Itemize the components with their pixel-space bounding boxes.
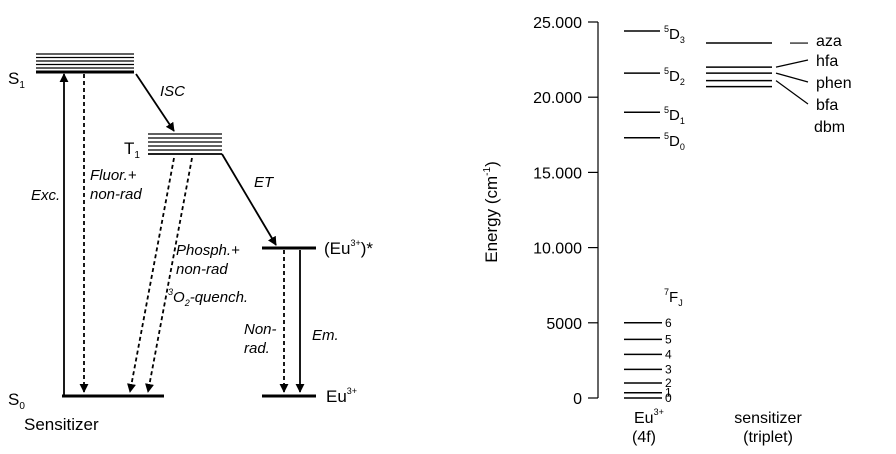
- eu-f-level-label: 0: [665, 391, 672, 405]
- t1-level-lines: [148, 134, 222, 154]
- em-label: Em.: [312, 327, 339, 344]
- sensitizer-caption: Sensitizer: [24, 415, 99, 434]
- sensitizer-caption-right: sensitizer: [734, 410, 802, 427]
- s1-label: S1: [8, 69, 25, 91]
- sensitizer-level-label: bfa: [816, 97, 838, 114]
- eu-ground-label: Eu3+: [326, 386, 357, 406]
- phosph-label-1: Phosph.+: [176, 242, 240, 259]
- s1-level-lines: [36, 54, 134, 72]
- sensitizer-level-label: dbm: [814, 119, 845, 136]
- isc-label: ISC: [160, 83, 185, 100]
- exc-label: Exc.: [31, 187, 60, 204]
- eu-d-level-label: 5D2: [664, 66, 685, 87]
- eu-f-level-label: 4: [665, 347, 672, 361]
- jablonski-diagram: S1 T1 S0 Sensitizer (Eu3+)* Eu3+: [8, 54, 373, 434]
- sensitizer-triplet-levels: aza hfa phen bfa dbm: [706, 33, 852, 136]
- nonrad-label-2: rad.: [244, 340, 270, 357]
- eu-d-level-label: 5D1: [664, 105, 685, 126]
- et-label: ET: [254, 174, 275, 191]
- fj-label: 7FJ: [664, 287, 683, 308]
- sensitizer-leader-line: [776, 60, 808, 67]
- eu-excited-label: (Eu3+)*: [324, 238, 373, 258]
- energy-axis-tick-label: 15.000: [533, 165, 582, 182]
- eu-f-level-label: 5: [665, 332, 672, 346]
- s0-label: S0: [8, 390, 25, 412]
- eu-f-level-label: 6: [665, 316, 672, 330]
- sensitizer-level-label: phen: [816, 75, 852, 92]
- energy-axis-label: Energy (cm-1): [482, 161, 501, 263]
- eu-f-levels: 6543210: [624, 316, 672, 405]
- eu-caption-sub: (4f): [632, 429, 656, 446]
- eu-d-levels: 5D3 5D2 5D1 5D0: [624, 24, 685, 152]
- eu-caption: Eu3+: [634, 407, 664, 427]
- energy-axis-ticks: 0 5000 10.000 15.000 20.000 25.000: [533, 15, 598, 408]
- eu-d-level-label: 5D0: [664, 131, 685, 152]
- fluor-label-1: Fluor.+: [90, 167, 137, 184]
- sensitizer-level-label: hfa: [816, 53, 838, 70]
- sensitizer-caption-right-sub: (triplet): [743, 429, 793, 446]
- sensitizer-leader-line: [776, 81, 808, 104]
- energy-axis-tick-label: 10.000: [533, 241, 582, 258]
- eu-d-level-label: 5D3: [664, 24, 685, 45]
- oxygen-quench-label: 3O2-quench.: [168, 287, 248, 308]
- sensitizer-level-label: aza: [816, 33, 842, 50]
- energy-axis-tick-label: 0: [573, 391, 582, 408]
- sensitizer-leader-line: [776, 73, 808, 82]
- energy-axis-tick-label: 25.000: [533, 15, 582, 32]
- eu-f-level-label: 3: [665, 362, 672, 376]
- nonrad-label-1: Non-: [244, 321, 277, 338]
- phosph-label-2: non-rad: [176, 261, 228, 278]
- energy-transfer-arrow: [222, 154, 276, 245]
- t1-label: T1: [124, 139, 140, 161]
- energy-level-chart: 0 5000 10.000 15.000 20.000 25.000 Energy (cm…: [482, 15, 852, 446]
- energy-axis-tick-label: 20.000: [533, 90, 582, 107]
- fluor-label-2: non-rad: [90, 186, 142, 203]
- energy-axis-tick-label: 5000: [546, 316, 582, 333]
